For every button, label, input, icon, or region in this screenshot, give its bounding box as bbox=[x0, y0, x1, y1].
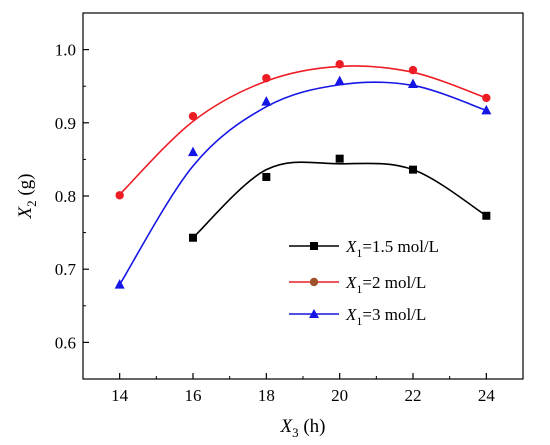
y-tick-label: 0.6 bbox=[55, 333, 76, 352]
y-tick-label: 0.8 bbox=[55, 187, 76, 206]
point-s1 bbox=[335, 154, 344, 163]
y-tick-label: 0.9 bbox=[55, 114, 76, 133]
svg-text:X1=1.5 mol/L: X1=1.5 mol/L bbox=[345, 237, 439, 260]
legend-entry-s3: X1=3 mol/L bbox=[289, 305, 426, 328]
point-s3 bbox=[261, 96, 272, 106]
point-s2 bbox=[262, 73, 271, 83]
point-s2 bbox=[188, 112, 198, 121]
data-points bbox=[114, 60, 492, 289]
fit-curve-s2 bbox=[119, 65, 487, 196]
svg-text:X1=3 mol/L: X1=3 mol/L bbox=[345, 305, 426, 328]
point-s1 bbox=[409, 165, 417, 174]
point-s1 bbox=[482, 211, 491, 220]
y-tick-label: 0.7 bbox=[55, 260, 77, 279]
y-axis-title: X2 (g) bbox=[15, 173, 39, 219]
point-s3 bbox=[114, 279, 125, 289]
x-tick-label: 18 bbox=[258, 386, 275, 405]
point-s1 bbox=[262, 172, 271, 181]
x-tick-label: 20 bbox=[331, 386, 348, 405]
point-s2 bbox=[115, 191, 124, 200]
x-tick-label: 14 bbox=[111, 386, 129, 405]
x-axis-title: X3 (h) bbox=[279, 416, 325, 440]
point-s2 bbox=[482, 93, 491, 103]
y-tick-label: 1.0 bbox=[55, 41, 76, 60]
point-s2 bbox=[408, 65, 418, 75]
svg-text:X1=2 mol/L: X1=2 mol/L bbox=[345, 273, 426, 296]
point-s3 bbox=[408, 78, 418, 89]
point-s3 bbox=[334, 75, 345, 86]
legend-entry-s2: X1=2 mol/L bbox=[289, 273, 426, 296]
x-tick-label: 22 bbox=[405, 386, 422, 405]
point-s3 bbox=[188, 146, 198, 157]
point-s1 bbox=[189, 233, 197, 242]
axis-ticks: 14 16 18 20 22 24 0.6 0.7 0.8 0.9 1.0 bbox=[55, 41, 496, 405]
legend-entry-s1: X1=1.5 mol/L bbox=[289, 237, 439, 260]
point-s3 bbox=[481, 104, 492, 115]
legend: X1=1.5 mol/L X1=2 mol/L X1=3 mol/L bbox=[289, 237, 439, 328]
x-tick-label: 24 bbox=[478, 386, 496, 405]
fit-curve-s1 bbox=[192, 161, 487, 239]
x-tick-label: 16 bbox=[185, 386, 202, 405]
point-s2 bbox=[335, 60, 344, 69]
